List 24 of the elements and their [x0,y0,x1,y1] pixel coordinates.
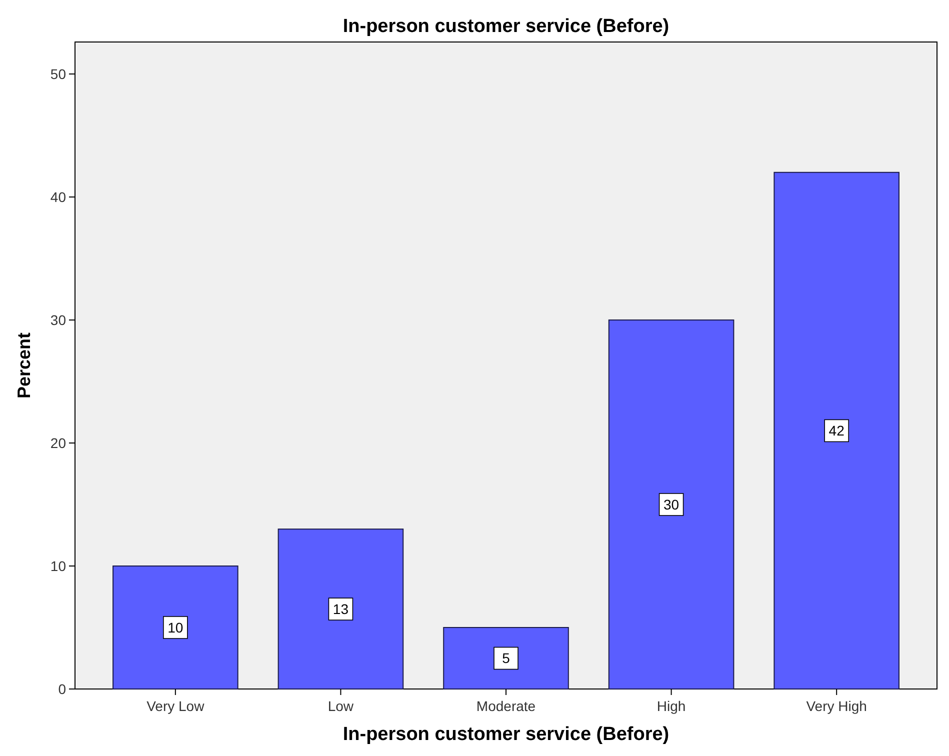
bar [112,565,238,690]
data-label: 30 [664,496,680,512]
x-axis-title: In-person customer service (Before) [342,724,670,745]
x-tick-label: Low [328,698,354,714]
bar [278,528,404,690]
x-tick-label: Moderate [476,698,536,714]
bar [774,172,900,690]
y-tick-label: 50 [50,66,66,82]
bar [608,319,734,690]
y-tick-label: 30 [50,312,66,328]
data-label: 10 [168,620,184,636]
y-tick-label: 20 [50,434,66,451]
bar [443,627,569,690]
x-tick-label: High [656,698,686,714]
y-tick-label: 40 [50,188,66,205]
y-tick-label: 10 [50,558,66,574]
chart-title: In-person customer service (Before) [342,16,670,37]
x-tick-label: Very Low [146,698,206,714]
data-label: 5 [502,650,510,666]
y-tick-label: 0 [58,681,66,697]
data-label: 42 [828,422,845,439]
data-label: 13 [332,601,349,618]
y-axis-title: Percent [14,332,34,399]
x-tick-label: Very High [806,698,867,714]
